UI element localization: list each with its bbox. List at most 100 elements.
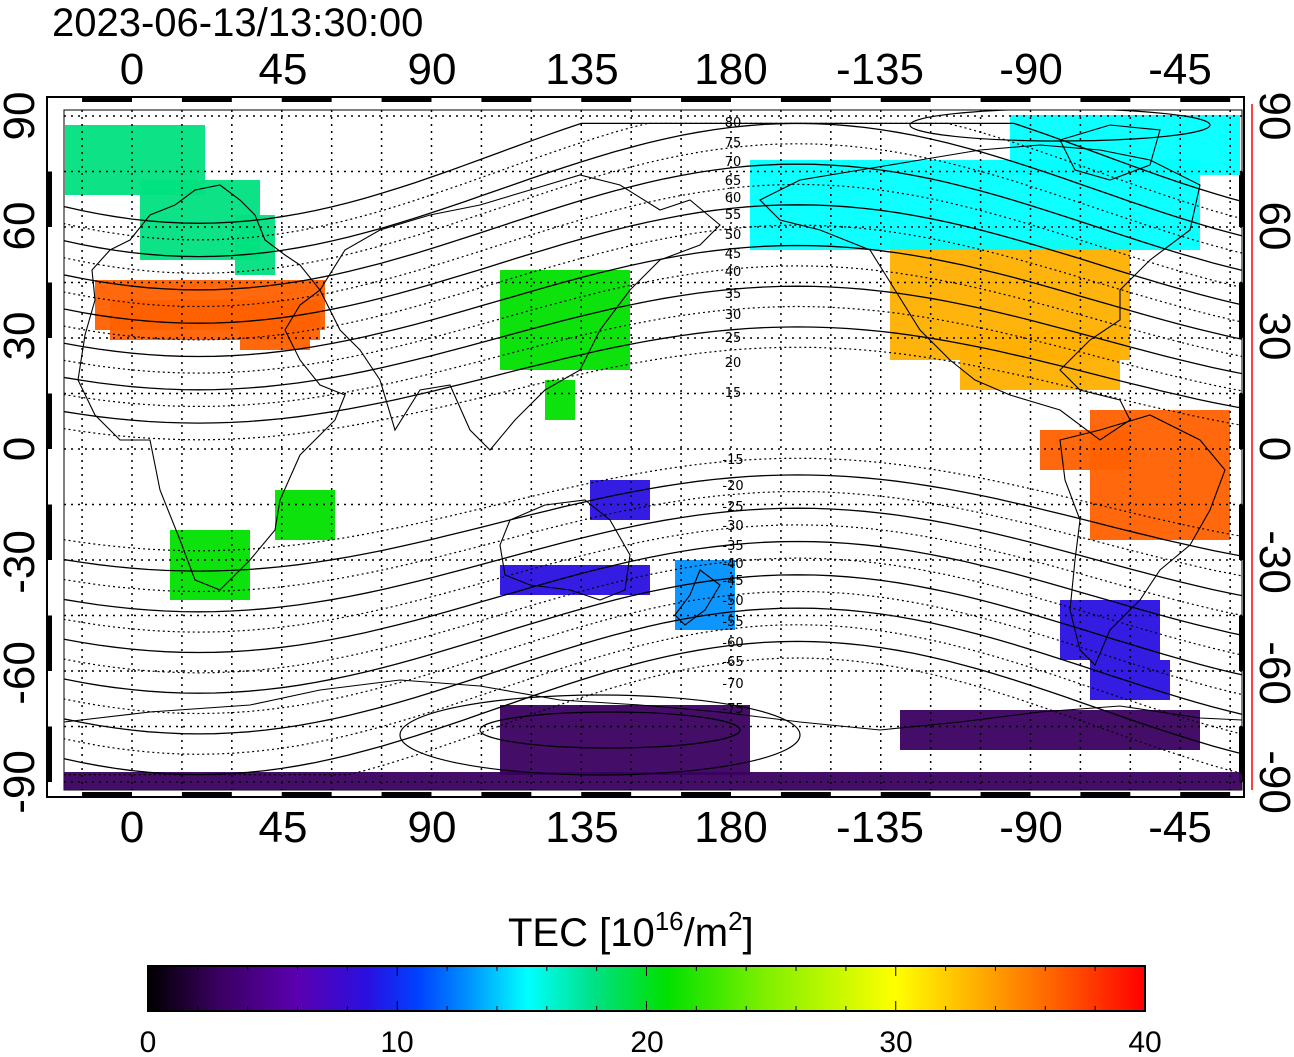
colorbar-label-mid: /m <box>684 911 728 955</box>
frame-tick-right <box>1239 393 1244 449</box>
bottom-lon-label: -45 <box>1148 803 1212 852</box>
frame-tick-right <box>1239 504 1244 560</box>
left-lat-label: 60 <box>0 202 44 251</box>
colorbar-label-sup2: 2 <box>728 906 742 936</box>
frame-tick-top <box>281 97 332 102</box>
frame-tick-top <box>481 97 532 102</box>
bottom-lon-label: 180 <box>694 803 767 852</box>
maglat-label: 30 <box>725 308 742 323</box>
tec-patch <box>170 530 250 600</box>
right-lat-label: -60 <box>1250 641 1294 705</box>
frame-tick-bottom <box>1180 792 1231 797</box>
lat-lon-grid <box>64 110 1242 790</box>
maglat-contour <box>64 507 1242 613</box>
top-lon-label: 0 <box>120 45 144 94</box>
frame-tick-top <box>181 97 232 102</box>
coast-south-america <box>1059 414 1226 666</box>
frame-tick-bottom <box>1080 792 1131 797</box>
tec-patch <box>500 705 750 775</box>
maglat-label: 45 <box>725 247 742 262</box>
right-lat-label: 0 <box>1250 437 1294 461</box>
top-lon-label: -90 <box>999 45 1063 94</box>
colorbar-tick-label: 30 <box>879 1026 912 1057</box>
frame-tick-bottom <box>980 792 1031 797</box>
maglat-contour <box>64 183 1242 308</box>
timestamp-title: 2023-06-13/13:30:00 <box>52 1 423 45</box>
top-longitude-labels: 0 45 90 135 180 -135 -90 -45 <box>120 45 1212 94</box>
left-lat-label: -90 <box>0 750 44 814</box>
bottom-lon-label: 45 <box>259 803 308 852</box>
maglat-contour <box>64 265 1242 374</box>
frame-tick-top <box>1080 97 1131 102</box>
maglat-contour <box>64 163 1242 291</box>
maglat-contour <box>64 640 1242 776</box>
colorbar-label-main: TEC [10 <box>508 911 655 955</box>
colorbar-tick-label: 20 <box>630 1026 663 1057</box>
tec-patch <box>1010 115 1240 175</box>
top-lon-label: 135 <box>545 45 618 94</box>
maglat-contour <box>64 122 1242 241</box>
frame-tick-right <box>1239 615 1244 671</box>
tec-patch <box>1090 410 1230 540</box>
tec-patch <box>235 215 275 275</box>
maglat-label: 65 <box>725 174 742 189</box>
top-lon-label: 90 <box>408 45 457 94</box>
maglat-label: -45 <box>722 574 743 589</box>
frame-tick-bottom <box>880 792 931 797</box>
maglat-label: -25 <box>722 500 743 515</box>
maglat-label: -75 <box>722 702 743 717</box>
frame-tick-left <box>47 726 52 782</box>
maglat-label: 15 <box>725 386 742 401</box>
bottom-lon-label: 0 <box>120 803 144 852</box>
maglat-label: 80 <box>725 116 742 131</box>
right-latitude-labels: 90 60 30 0 -30 -60 -90 <box>1250 92 1294 814</box>
frame-tick-bottom <box>82 792 132 797</box>
frame-tick-left <box>47 171 52 227</box>
frame-tick-left <box>47 504 52 560</box>
maglat-label: 25 <box>725 331 742 346</box>
top-lon-label: -45 <box>1148 45 1212 94</box>
maglat-label: -20 <box>722 479 743 494</box>
colorbar-label-sup1: 16 <box>655 906 684 936</box>
left-lat-label: -60 <box>0 641 44 705</box>
maglat-label: -70 <box>722 677 743 692</box>
colorbar-tick-label: 0 <box>140 1026 157 1057</box>
tec-patch <box>545 380 575 420</box>
frame-tick-bottom <box>181 792 232 797</box>
maglat-label: 55 <box>725 208 742 223</box>
frame-tick-left <box>47 282 52 338</box>
frame-tick-top <box>82 97 132 102</box>
maglat-contour <box>64 346 1242 441</box>
maglat-polar-loop <box>399 694 801 776</box>
right-lat-label: 90 <box>1250 92 1294 141</box>
maglat-contour <box>64 590 1242 715</box>
coast-asia <box>319 174 721 451</box>
maglat-contour <box>64 224 1242 341</box>
magnetic-latitude-contours <box>64 110 1242 776</box>
frame-tick-bottom <box>780 792 831 797</box>
left-lat-label: 0 <box>0 437 44 461</box>
coast-australia <box>499 499 631 601</box>
coast-greenland <box>1059 124 1161 181</box>
right-lat-label: -90 <box>1250 750 1294 814</box>
coast-north-america <box>759 144 1201 441</box>
colorbar-tick-label: 10 <box>380 1026 413 1057</box>
maglat-contour <box>64 490 1242 593</box>
maglat-contour <box>64 143 1242 274</box>
right-lat-label: 30 <box>1250 312 1294 361</box>
maglat-contour <box>64 122 1242 258</box>
coast-europe-africa <box>77 184 346 591</box>
frame-tick-right <box>1239 171 1244 227</box>
top-lon-label: 180 <box>694 45 767 94</box>
frame-tick-top <box>381 97 432 102</box>
maglat-label: -60 <box>722 636 743 651</box>
left-lat-label: -30 <box>0 530 44 594</box>
maglat-label: -15 <box>722 453 743 468</box>
frame-tick-top <box>581 97 632 102</box>
bottom-lon-label: -135 <box>836 803 924 852</box>
maglat-label: -30 <box>722 519 743 534</box>
colorbar-minor-ticks <box>147 966 1146 1011</box>
maglat-label: 35 <box>725 287 742 302</box>
maglat-label: 75 <box>725 136 742 151</box>
frame-tick-bottom <box>381 792 432 797</box>
